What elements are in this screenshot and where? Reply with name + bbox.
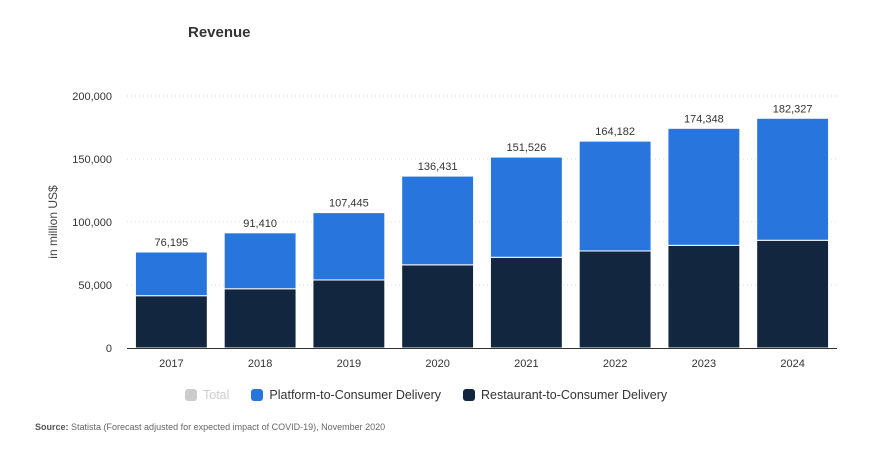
bar-restaurant-segment[interactable] <box>756 239 830 349</box>
bar-platform-segment[interactable] <box>667 127 741 246</box>
bar-restaurant-segment[interactable] <box>667 244 741 349</box>
source-note: Source: Statista (Forecast adjusted for … <box>35 422 385 432</box>
y-tick-label: 150,000 <box>72 154 112 166</box>
y-tick-label: 50,000 <box>78 280 112 292</box>
x-tick-label: 2024 <box>780 358 804 370</box>
revenue-chart: 0 50,000 100,000 150,000 200,000 in million … <box>46 91 837 370</box>
bar-restaurant-segment[interactable] <box>401 264 475 349</box>
bar-platform-segment[interactable] <box>223 232 297 290</box>
total-data-label: 174,348 <box>684 113 724 125</box>
bar-platform-segment[interactable] <box>401 175 475 266</box>
y-axis-title: in million US$ <box>46 185 60 259</box>
y-tick-label: 0 <box>106 343 112 355</box>
legend-swatch-platform <box>251 389 264 401</box>
bar-platform-segment[interactable] <box>578 140 652 252</box>
y-tick-label: 200,000 <box>72 91 112 103</box>
total-data-label: 136,431 <box>418 161 458 173</box>
x-tick-label: 2023 <box>692 358 716 370</box>
legend-swatch-total <box>185 389 197 401</box>
chart-title: Revenue <box>188 24 251 41</box>
bar-platform-segment[interactable] <box>489 156 563 258</box>
total-data-label: 164,182 <box>595 126 635 138</box>
x-tick-label: 2018 <box>248 358 272 370</box>
legend: Total Platform-to-Consumer Delivery Rest… <box>185 388 689 402</box>
total-data-label: 76,195 <box>155 237 189 249</box>
total-data-label: 91,410 <box>243 218 277 230</box>
y-axis-ticks: 0 50,000 100,000 150,000 200,000 <box>72 91 112 355</box>
source-label: Source: <box>35 422 69 432</box>
y-tick-label: 100,000 <box>72 217 112 229</box>
total-data-label: 182,327 <box>773 103 813 115</box>
bar-restaurant-segment[interactable] <box>489 256 563 349</box>
bar-restaurant-segment[interactable] <box>578 250 652 349</box>
total-data-label: 107,445 <box>329 198 369 210</box>
bar-platform-segment[interactable] <box>312 212 386 281</box>
x-tick-label: 2021 <box>514 358 538 370</box>
bar-restaurant-segment[interactable] <box>223 288 297 349</box>
legend-label-restaurant: Restaurant-to-Consumer Delivery <box>480 388 668 402</box>
bar-series[interactable] <box>134 117 830 349</box>
legend-item-restaurant[interactable]: Restaurant-to-Consumer Delivery <box>462 388 668 402</box>
x-tick-label: 2022 <box>603 358 627 370</box>
legend-item-total[interactable]: Total <box>185 388 229 402</box>
legend-item-platform[interactable]: Platform-to-Consumer Delivery <box>251 388 441 402</box>
x-axis-ticks: 2017 2018 2019 2020 2021 2022 2023 2024 <box>159 358 805 370</box>
total-data-labels: 76,195 91,410 107,445 136,431 151,526 164,182… <box>155 103 813 249</box>
total-data-label: 151,526 <box>506 142 546 154</box>
legend-label-platform: Platform-to-Consumer Delivery <box>269 388 441 402</box>
legend-label-total: Total <box>203 388 230 402</box>
bar-restaurant-segment[interactable] <box>312 279 386 349</box>
x-tick-label: 2020 <box>425 358 449 370</box>
bar-platform-segment[interactable] <box>134 251 208 297</box>
x-tick-label: 2017 <box>159 358 183 370</box>
bar-platform-segment[interactable] <box>756 117 830 241</box>
bar-restaurant-segment[interactable] <box>134 295 208 349</box>
x-tick-label: 2019 <box>337 358 361 370</box>
legend-swatch-restaurant <box>462 389 475 401</box>
source-text: Statista (Forecast adjusted for expected… <box>71 422 386 432</box>
